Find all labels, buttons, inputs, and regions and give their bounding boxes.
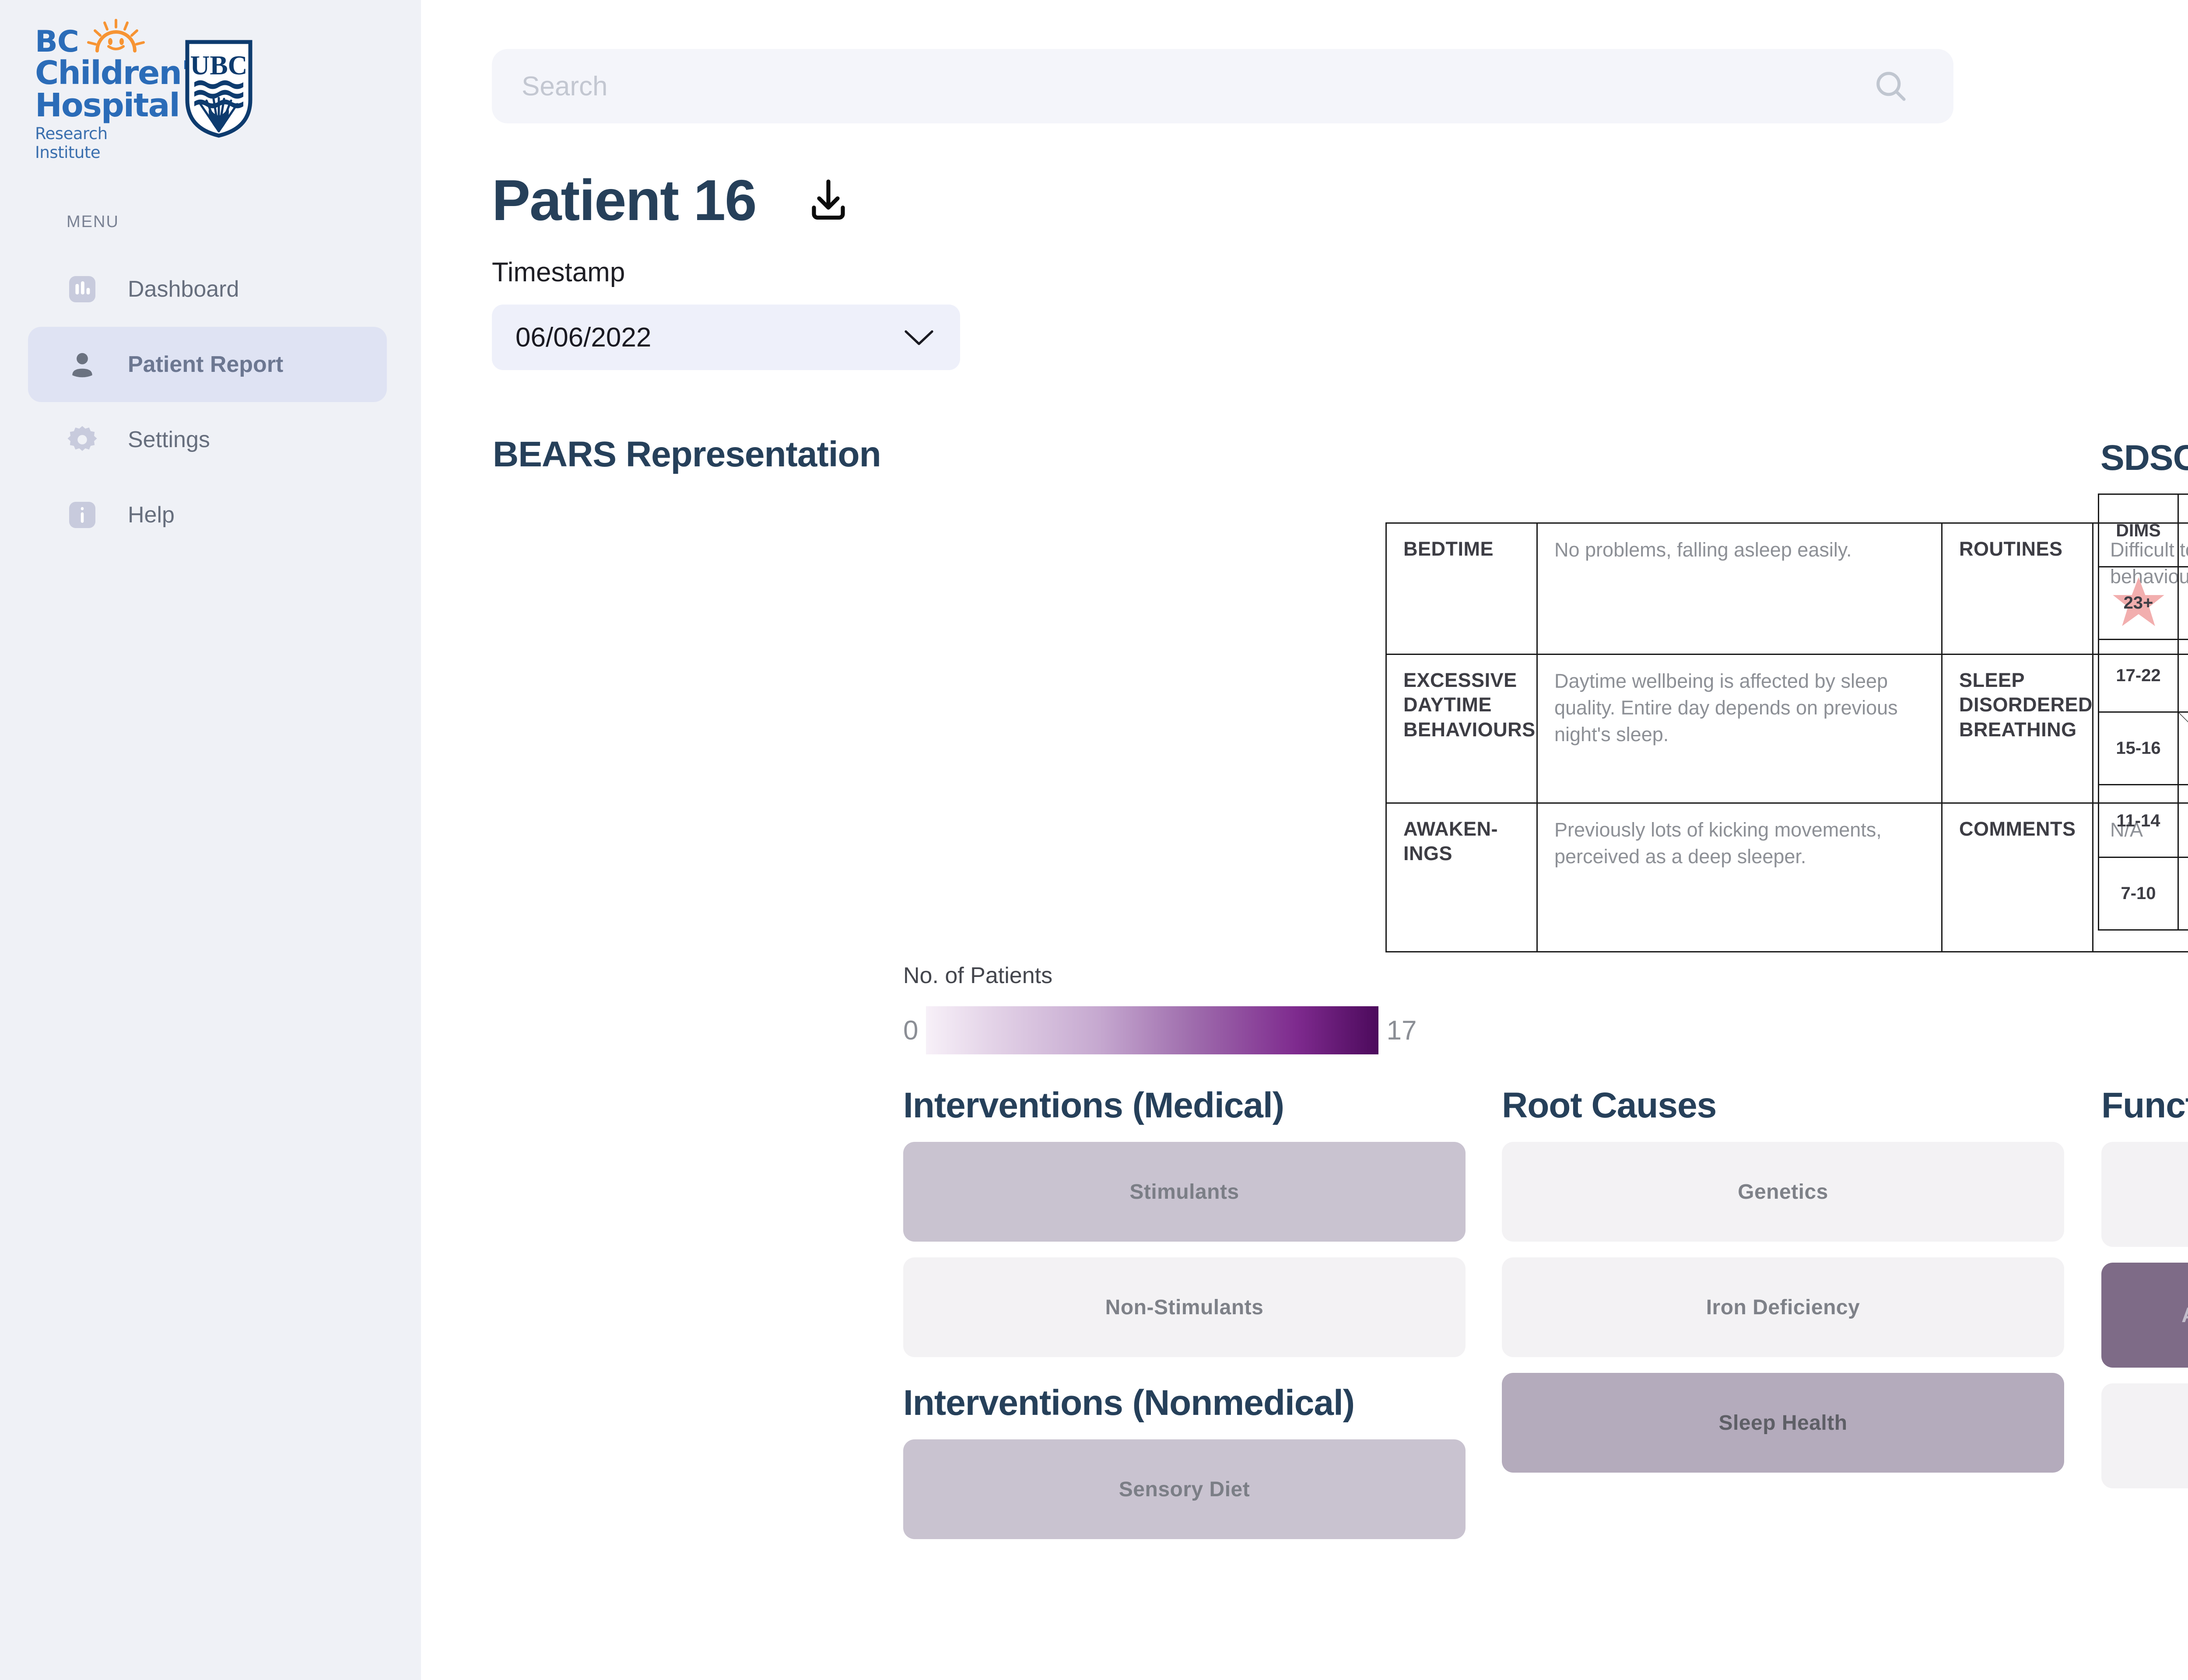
bcch-logo-children: Children's (35, 54, 210, 92)
legend-title: No. of Patients (903, 963, 1053, 988)
sdsc-cell: 23+ (2098, 566, 2179, 640)
sdsc-cell: 15-16 (2098, 711, 2179, 785)
search-icon[interactable] (1871, 66, 1911, 106)
sidebar-item-help[interactable]: Help (28, 477, 387, 553)
sdsc-heading: SDSC Scale (2100, 438, 2188, 478)
diagnosis-pill-ocd[interactable]: Obsessive Compulsive Disorder (2101, 1383, 2188, 1488)
bears-value: Daytime wellbeing is affected by sleep q… (1536, 654, 1943, 804)
functional-diagnoses-column: Functional Diagnoses Autism Spectrum Dis… (2101, 1085, 2188, 1488)
info-icon (67, 499, 98, 531)
root-causes-title: Root Causes (1502, 1085, 1717, 1125)
table-row: BEDTIME No problems, falling asleep easi… (1385, 522, 2188, 655)
root-cause-pill-genetics[interactable]: Genetics (1502, 1142, 2064, 1242)
sdsc-cell: 7-9 (2177, 639, 2188, 713)
svg-text:UBC: UBC (190, 51, 248, 80)
bcch-logo: BC (35, 18, 210, 162)
sdsc-cell: 2-3 (2177, 857, 2188, 931)
gradient-bar (926, 1006, 1379, 1054)
bar-chart-icon (67, 273, 98, 305)
ubc-shield-icon: UBC (185, 40, 252, 138)
bears-key: COMMENTS (1941, 802, 2093, 952)
bears-value: Previously lots of kicking movements, pe… (1536, 802, 1943, 952)
sdsc-cell: 7-10 (2098, 857, 2179, 931)
sidebar: BC (0, 0, 421, 1680)
sdsc-cell: 10+ (2177, 566, 2188, 640)
sdsc-cell (2177, 711, 2188, 785)
interventions-nonmedical-title: Interventions (Nonmedical) (903, 1383, 1355, 1423)
sidebar-item-settings[interactable]: Settings (28, 402, 387, 477)
chevron-down-icon (901, 327, 936, 348)
sidebar-nav: Dashboard Patient Report (0, 252, 421, 553)
sdsc-col-header: SDB (2177, 494, 2188, 567)
table-row: 23+10+7+18+18+1068+93+ (red) (2098, 566, 2188, 640)
sidebar-item-label: Patient Report (128, 352, 284, 377)
bcch-logo-bc: BC (35, 24, 79, 59)
sdsc-cell-value: 23+ (2123, 593, 2153, 612)
ubc-logo: UBC (179, 38, 267, 141)
bears-key: ROUTINES (1941, 522, 2093, 655)
bcch-logo-hospital: Hospital (35, 87, 180, 124)
sdsc-cell: 11-14 (2098, 784, 2179, 858)
sdsc-cell-value: 15-16 (2116, 738, 2161, 758)
legend-max-value: 17 (1386, 1015, 1417, 1046)
sdsc-cell: 17-22 (2098, 639, 2179, 713)
bears-key: SLEEP DISORDERED BREATHING (1941, 654, 2093, 804)
main-content: Patient 16 Timestamp 06/06/2022 BEARS Re… (421, 0, 2188, 1680)
interventions-medical-title: Interventions (Medical) (903, 1085, 1284, 1125)
sdsc-col-header: DIMS (2098, 494, 2179, 567)
bears-key: EXCESSIVE DAYTIME BEHAVIOURS (1385, 654, 1538, 804)
sdsc-cell: 4-6 (2177, 784, 2188, 858)
bears-key: AWAKEN-INGS (1385, 802, 1538, 952)
sun-icon (87, 19, 145, 52)
root-cause-pill-iron-deficiency[interactable]: Iron Deficiency (1502, 1257, 2064, 1357)
table-row: 11-144-649-118-113-536-4651-64 (2098, 784, 2188, 858)
download-button[interactable] (804, 176, 852, 224)
table-header-row: DIMSSDBDASWTDDOESSHYTotalT score (2098, 494, 2188, 567)
timestamp-value: 06/06/2022 (515, 322, 652, 353)
sdsc-cell-value: 11-14 (2116, 811, 2160, 830)
strikethrough-diagonal-icon (2179, 713, 2188, 791)
sidebar-item-label: Help (128, 502, 175, 528)
search-input[interactable] (492, 70, 1953, 102)
timestamp-select[interactable]: 06/06/2022 (492, 304, 960, 370)
sdsc-cell-value: 17-22 (2116, 666, 2161, 685)
search-bar[interactable] (492, 49, 1953, 123)
download-icon (812, 179, 845, 220)
page-title: Patient 16 (492, 168, 757, 232)
sdsc-cell-value: 7-10 (2121, 884, 2156, 903)
gear-icon (67, 424, 98, 455)
bears-table: BEDTIME No problems, falling asleep easi… (1385, 522, 2188, 952)
timestamp-label: Timestamp (492, 257, 625, 287)
sidebar-item-label: Settings (128, 427, 210, 452)
user-icon (67, 349, 98, 380)
bears-key: BEDTIME (1385, 522, 1538, 655)
page-title-row: Patient 16 (492, 167, 2188, 233)
table-row: EXCESSIVE DAYTIME BEHAVIOURS Daytime wel… (1385, 654, 2188, 804)
interventions-column: Interventions (Medical) Stimulants Non-S… (903, 1085, 1466, 1539)
root-cause-pill-sleep-health[interactable]: Sleep Health (1502, 1373, 2064, 1473)
bcch-logo-research-institute: Research Institute (35, 124, 108, 162)
diagnosis-pill-adhd[interactable]: Attention-Deficit Hyperactivity Disorder (2101, 1263, 2188, 1368)
sdsc-table: DIMSSDBDASWTDDOESSHYTotalT score 23+10+7… (2098, 494, 2188, 931)
root-causes-column: Root Causes Genetics Iron Deficiency Sle… (1502, 1085, 2064, 1473)
sidebar-item-label: Dashboard (128, 276, 239, 302)
table-row: 15-16512-1312647-5166-70 (2098, 711, 2188, 785)
bears-heading: BEARS Representation (493, 434, 881, 474)
functional-diagnoses-title: Functional Diagnoses (2101, 1085, 2188, 1125)
sidebar-item-dashboard[interactable]: Dashboard (28, 252, 387, 327)
menu-section-label: MENU (67, 213, 119, 231)
table-row: 17-227-9614-1713-177-952-6672-90 (2098, 639, 2188, 713)
intervention-pill-non-stimulants[interactable]: Non-Stimulants (903, 1257, 1466, 1357)
sidebar-item-patient-report[interactable]: Patient Report (28, 327, 387, 402)
table-row: AWAKEN-INGS Previously lots of kicking m… (1385, 802, 2188, 952)
legend-min-value: 0 (903, 1015, 919, 1046)
patients-gradient-legend: 0 17 (903, 1006, 1417, 1054)
table-row: 7-102-336-84-71-226-3538-50 (2098, 857, 2188, 931)
diagnosis-pill-autism-spectrum-disorder[interactable]: Autism Spectrum Disorder (2101, 1142, 2188, 1247)
bears-value: No problems, falling asleep easily. (1536, 522, 1943, 655)
intervention-pill-sensory-diet[interactable]: Sensory Diet (903, 1439, 1466, 1539)
intervention-pill-stimulants[interactable]: Stimulants (903, 1142, 1466, 1242)
logo-group: BC (0, 0, 421, 162)
